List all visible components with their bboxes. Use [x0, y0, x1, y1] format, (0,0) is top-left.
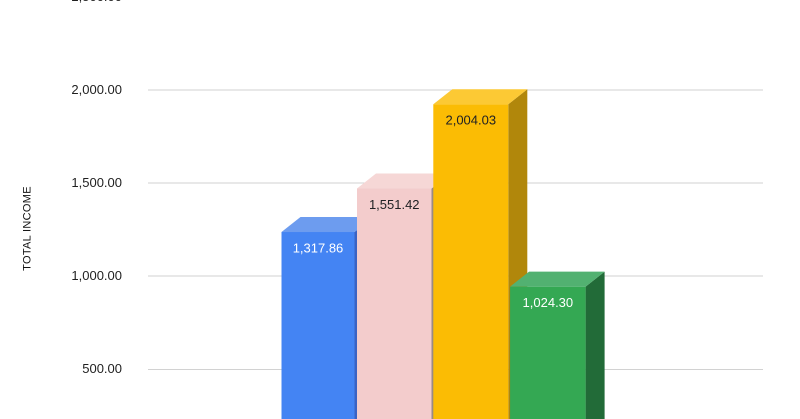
bar-front-face[interactable] [433, 104, 509, 419]
bar-column-4[interactable]: 1,024.30 [510, 271, 605, 419]
bar-value-label: 1,551.42 [369, 197, 420, 212]
bar-front-face[interactable] [357, 188, 432, 419]
bar-value-label: 1,024.30 [523, 295, 574, 310]
bar-top-face [433, 89, 528, 105]
bar-front-face[interactable] [510, 286, 586, 419]
bar-front-face[interactable] [281, 232, 355, 419]
y-tick-label: 2,500.00 [0, 0, 122, 6]
bar-value-label: 2,004.03 [445, 113, 496, 128]
bar-top-face [510, 271, 605, 287]
bar-side-face [585, 271, 605, 419]
bar-column-3[interactable]: 2,004.03 [433, 89, 528, 419]
bar-top-face [357, 173, 451, 189]
y-tick-label: 500.00 [82, 361, 122, 377]
bar-value-label: 1,317.86 [293, 240, 344, 255]
y-tick-label: 2,000.00 [71, 82, 122, 97]
y-tick-label: 1,000.00 [71, 268, 122, 284]
y-tick-label: 1,500.00 [71, 175, 122, 191]
bar-top-face [281, 217, 374, 233]
